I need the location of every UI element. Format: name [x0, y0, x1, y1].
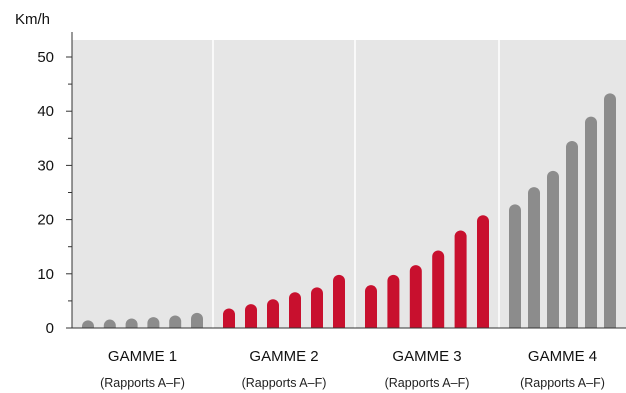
group-label: GAMME 1 [108, 348, 177, 365]
bars [82, 93, 616, 329]
bar [365, 285, 377, 328]
bar [333, 274, 345, 328]
group-label: GAMME 2 [249, 348, 318, 365]
group-label: GAMME 3 [392, 348, 461, 365]
bar [585, 116, 597, 328]
bar [528, 187, 540, 328]
bar [566, 141, 578, 328]
y-unit-label: Km/h [15, 11, 50, 28]
y-tick-label: 40 [37, 103, 54, 120]
bar [169, 315, 182, 328]
bar [103, 319, 116, 328]
bar [387, 274, 400, 328]
bar [289, 292, 301, 328]
group-sublabel: (Rapports A–F) [100, 376, 185, 390]
y-tick-label: 10 [37, 266, 54, 283]
group-sublabel: (Rapports A–F) [385, 376, 470, 390]
y-tick-label: 20 [37, 212, 54, 229]
y-tick-label: 50 [37, 49, 54, 66]
group-separators [212, 40, 500, 393]
group-sublabel: (Rapports A–F) [520, 376, 605, 390]
bar [125, 318, 138, 328]
bar [409, 265, 422, 328]
bar [191, 312, 203, 328]
bar [604, 93, 616, 329]
group-sublabel: (Rapports A–F) [242, 376, 327, 390]
plot-background [72, 40, 626, 328]
group-label: GAMME 4 [528, 348, 597, 365]
bar [245, 304, 257, 328]
bar [477, 215, 489, 328]
bar [432, 250, 445, 328]
bar [311, 287, 323, 328]
bar [547, 170, 559, 328]
y-tick-label: 30 [37, 157, 54, 174]
y-tick-label: 0 [46, 320, 54, 337]
bar [147, 317, 160, 328]
bar [509, 204, 521, 328]
bar [267, 299, 279, 328]
bar [223, 308, 235, 328]
bar [82, 320, 94, 328]
y-axis: 0 10 20 30 40 50 [37, 32, 626, 337]
bar [454, 230, 467, 328]
group-labels: GAMME 1 (Rapports A–F) GAMME 2 (Rapports A–… [100, 348, 605, 390]
